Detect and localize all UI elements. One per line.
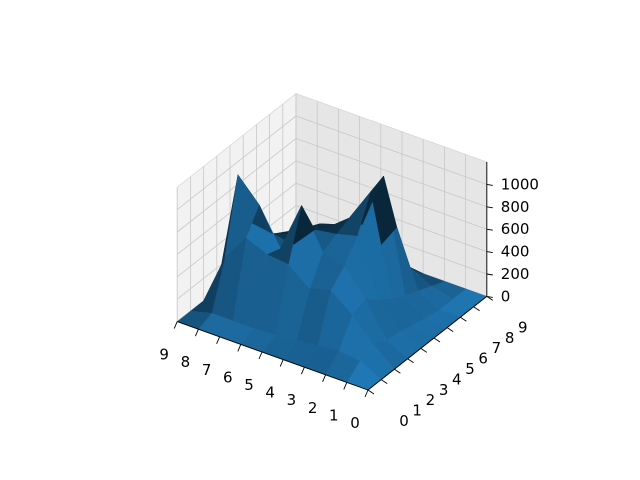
x-tick-label: 7: [202, 361, 212, 379]
x-tick-mark: [173, 321, 178, 329]
z-tick-label: 800: [501, 198, 530, 216]
surface-mesh: [176, 174, 487, 391]
x-tick-mark: [194, 329, 199, 337]
z-tick-mark: [486, 183, 493, 186]
gridline-z-5: [176, 115, 487, 210]
y-tick-label: 6: [478, 350, 488, 368]
z-tick-label: 400: [501, 243, 530, 261]
gridline-z-4: [176, 137, 487, 233]
gridline-z-2: [176, 182, 487, 278]
x-tick-mark: [237, 344, 242, 352]
y-tick-mark: [407, 358, 414, 364]
x-tick-mark: [258, 351, 263, 360]
y-tick-mark: [433, 337, 441, 343]
y-tick-mark: [473, 306, 480, 312]
x-tick-label: 4: [265, 384, 275, 402]
x-tick-label: 2: [308, 399, 318, 417]
gridline-z-1: [176, 205, 487, 300]
x-tick-mark: [322, 374, 327, 382]
x-tick-label: 6: [223, 368, 233, 386]
x-tick-label: 3: [287, 391, 297, 409]
z-tick-label: 1000: [501, 175, 539, 193]
z-tick-label: 600: [501, 220, 530, 238]
gridline-z-3: [176, 160, 487, 255]
y-tick-mark: [367, 389, 375, 395]
y-tick-label: 8: [505, 329, 515, 347]
z-tick-mark: [486, 295, 493, 298]
surface-face-7-2: [224, 174, 260, 259]
y-tick-mark: [420, 348, 428, 353]
x-tick-label: 0: [350, 414, 360, 432]
z-tick-mark: [486, 273, 493, 276]
y-tick-label: 1: [412, 402, 422, 420]
y-tick-mark: [446, 327, 454, 332]
y-tick-label: 3: [439, 381, 449, 399]
x-tick-label: 8: [181, 353, 191, 371]
x-tick-label: 1: [329, 406, 339, 424]
x-tick-label: 9: [159, 346, 169, 364]
x-tick-mark: [343, 382, 348, 390]
z-tick-mark: [486, 228, 493, 231]
z-tick-mark: [486, 251, 493, 254]
z-tick-mark: [486, 206, 493, 209]
y-tick-mark: [394, 368, 401, 374]
y-tick-mark: [380, 379, 388, 384]
x-tick-mark: [364, 389, 369, 398]
y-tick-label: 0: [399, 412, 409, 430]
x-tick-mark: [279, 359, 284, 367]
y-tick-label: 9: [518, 318, 528, 336]
x-tick-mark: [216, 336, 221, 344]
y-tick-mark: [486, 296, 494, 301]
y-axis-line: [367, 296, 488, 391]
y-tick-label: 5: [465, 360, 475, 378]
y-tick-mark: [460, 316, 467, 322]
x-tick-mark: [300, 367, 305, 375]
y-tick-label: 4: [452, 370, 462, 388]
z-tick-label: 0: [501, 287, 511, 305]
y-tick-label: 2: [426, 391, 436, 409]
y-tick-label: 7: [492, 339, 502, 357]
x-tick-label: 5: [244, 376, 254, 394]
x-axis-line: [177, 321, 369, 391]
z-tick-label: 200: [501, 265, 530, 283]
